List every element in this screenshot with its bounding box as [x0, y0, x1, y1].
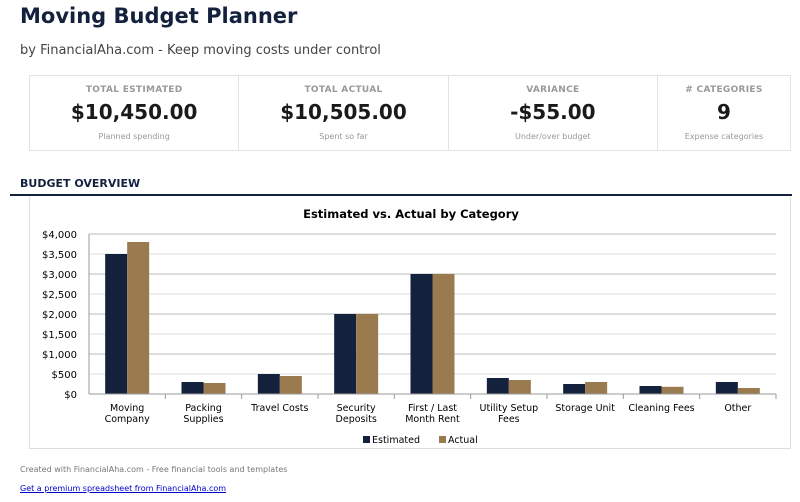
card-label: TOTAL ESTIMATED	[85, 85, 183, 95]
card-categories: # CATEGORIES 9 Expense categories	[658, 76, 790, 150]
bar-actual	[127, 242, 150, 394]
x-tick-label: Storage Unit	[555, 403, 615, 414]
bar-estimated	[639, 386, 662, 394]
card-sub: Expense categories	[684, 132, 764, 141]
card-variance: VARIANCE -$55.00 Under/over budget	[449, 76, 658, 150]
x-tick-label: Supplies	[183, 414, 223, 425]
bar-estimated	[715, 382, 738, 394]
x-tick-label: Month Rent	[405, 414, 460, 425]
bar-actual	[356, 314, 379, 394]
page-subtitle: by FinancialAha.com - Keep moving costs …	[20, 43, 381, 58]
x-tick-label: Utility Setup	[480, 403, 539, 414]
bar-estimated	[410, 274, 433, 394]
y-tick-label: $4,000	[42, 230, 77, 241]
x-tick-label: Fees	[498, 414, 520, 425]
y-tick-label: $1,000	[42, 350, 77, 361]
x-tick-label: Packing	[185, 403, 222, 414]
x-tick-label: Deposits	[336, 414, 377, 425]
legend-swatch	[363, 436, 370, 443]
chart-container: Estimated vs. Actual by Category $0 $500 $…	[29, 197, 791, 449]
chart-title: Estimated vs. Actual by Category	[303, 207, 519, 221]
x-tick-label: First / Last	[408, 403, 457, 414]
bar-estimated	[105, 254, 128, 394]
legend-swatch	[439, 436, 446, 443]
bar-estimated	[486, 378, 509, 394]
y-tick-label: $3,000	[42, 270, 77, 281]
x-tick-label: Moving	[110, 403, 144, 414]
legend-label: Estimated	[372, 435, 420, 446]
y-tick-label: $3,500	[42, 250, 77, 261]
card-sub: Spent so far	[319, 132, 368, 141]
card-value: $10,450.00	[70, 100, 198, 124]
card-sub: Under/over budget	[514, 132, 591, 141]
card-value: $10,505.00	[280, 100, 407, 124]
y-tick-label: $2,000	[42, 310, 77, 321]
section-title: BUDGET OVERVIEW	[20, 177, 141, 190]
y-tick-label: $0	[64, 390, 77, 401]
y-tick-label: $1,500	[42, 330, 77, 341]
card-value: -$55.00	[510, 100, 596, 124]
y-tick-label: $500	[52, 370, 77, 381]
x-tick-label: Cleaning Fees	[628, 403, 694, 414]
bar-actual	[432, 274, 455, 394]
card-total-actual: TOTAL ACTUAL $10,505.00 Spent so far	[239, 76, 449, 150]
page-title: Moving Budget Planner	[20, 4, 298, 28]
summary-cards: TOTAL ESTIMATED $10,450.00 Planned spendin…	[29, 75, 791, 151]
card-sub: Planned spending	[98, 132, 170, 141]
card-label: VARIANCE	[526, 85, 580, 95]
premium-link[interactable]: Get a premium spreadsheet from Financial…	[20, 484, 227, 493]
bar-actual	[737, 388, 760, 394]
bar-actual	[203, 383, 226, 394]
x-tick-label: Travel Costs	[250, 403, 308, 414]
card-value: 9	[717, 100, 731, 124]
bar-estimated	[563, 384, 586, 394]
y-tick-label: $2,500	[42, 290, 77, 301]
card-label: TOTAL ACTUAL	[304, 85, 383, 95]
footer-text: Created with FinancialAha.com - Free fin…	[20, 465, 288, 474]
legend-label: Actual	[448, 435, 478, 446]
bar-actual	[508, 380, 531, 394]
bar-chart: Estimated vs. Actual by Category $0 $500 $…	[42, 207, 777, 446]
card-label: # CATEGORIES	[685, 85, 763, 95]
x-tick-label: Other	[724, 403, 751, 414]
bar-actual	[585, 382, 608, 394]
bar-actual	[661, 386, 684, 394]
bar-estimated	[181, 382, 204, 394]
card-total-estimated: TOTAL ESTIMATED $10,450.00 Planned spendin…	[30, 76, 240, 150]
bar-estimated	[257, 374, 280, 394]
section-divider	[10, 194, 792, 196]
x-tick-label: Company	[105, 414, 151, 425]
bar-estimated	[334, 314, 357, 394]
x-tick-label: Security	[337, 403, 376, 414]
bar-actual	[279, 376, 302, 394]
